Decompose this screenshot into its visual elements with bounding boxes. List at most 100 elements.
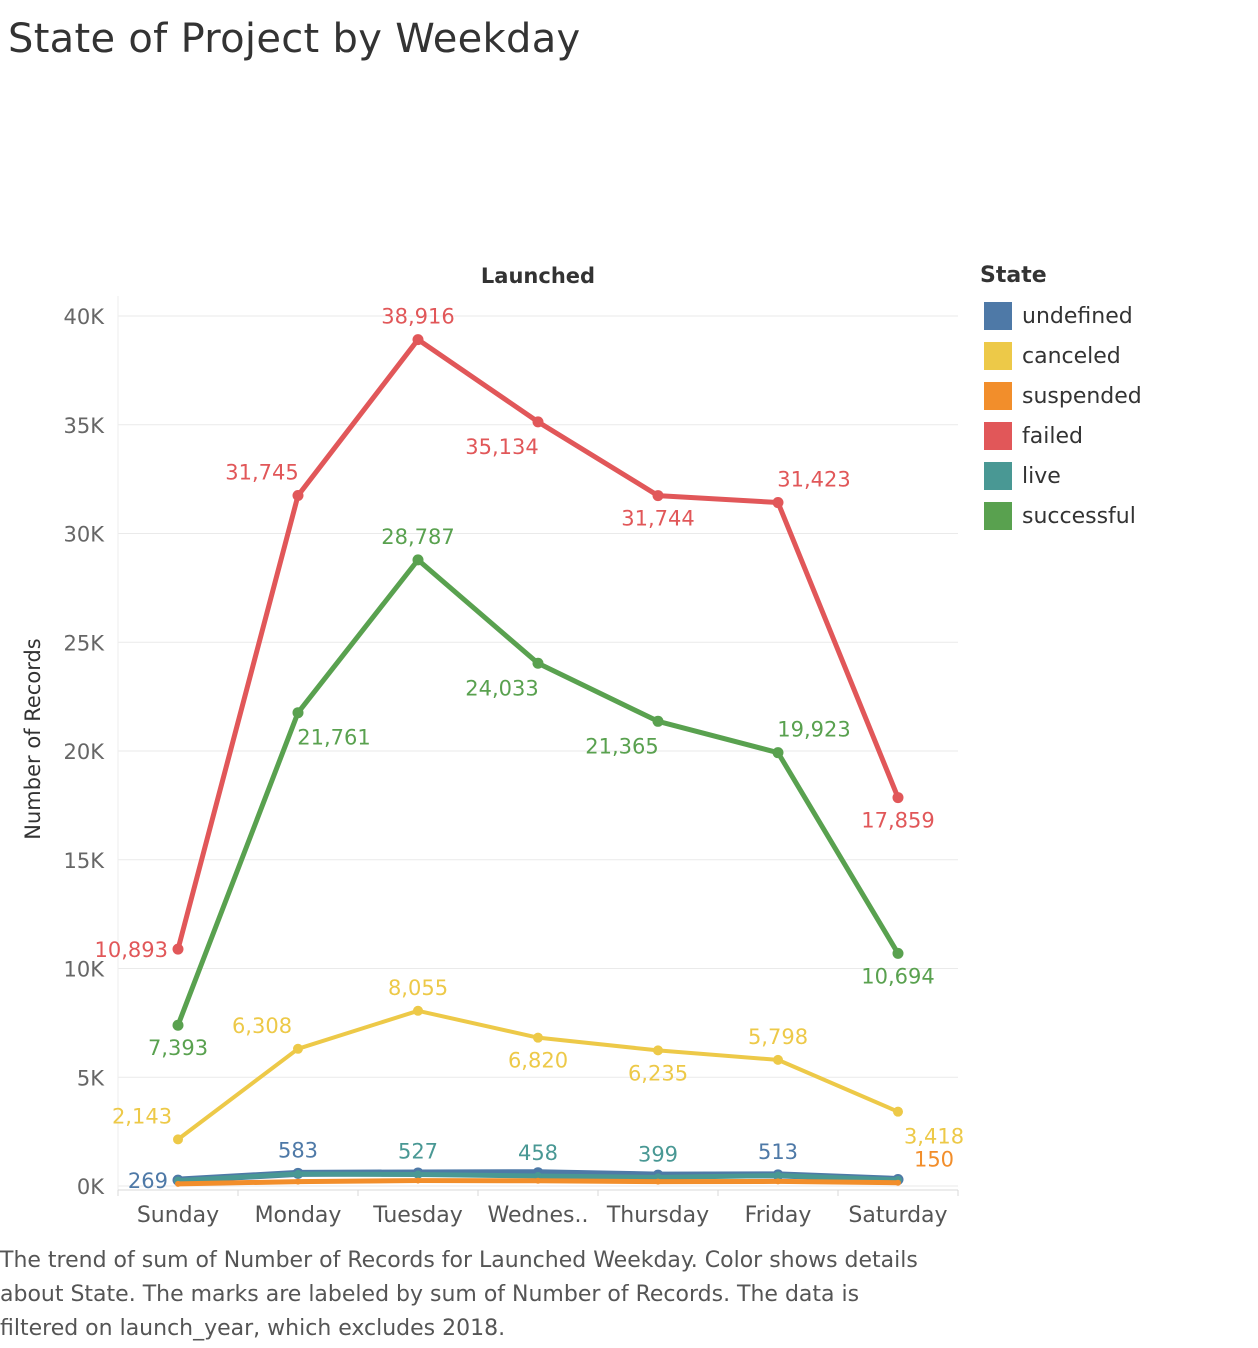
point-canceled-6 xyxy=(893,1106,903,1117)
point-canceled-3 xyxy=(533,1032,543,1043)
point-failed-0 xyxy=(172,943,184,955)
point-failed-6 xyxy=(892,792,904,804)
point-suspended-5 xyxy=(775,1178,781,1185)
x-tick-label-3: Wednes.. xyxy=(488,1203,589,1228)
legend-swatch-undefined xyxy=(984,302,1012,330)
legend-label-live: live xyxy=(1022,463,1061,489)
data-labels: 10,893 31,745 38,916 35,134 31,744 31,423 17,8… xyxy=(95,305,965,1194)
series-failed xyxy=(172,334,904,955)
series-successful xyxy=(172,554,904,1031)
point-canceled-5 xyxy=(773,1054,783,1065)
data-label-undefined-5: 513 xyxy=(758,1140,798,1164)
data-label-failed-2: 38,916 xyxy=(381,305,454,329)
series-suspended xyxy=(175,1177,901,1187)
point-suspended-2 xyxy=(415,1177,421,1184)
y-tick-label-4: 20K xyxy=(64,740,106,764)
point-suspended-4 xyxy=(655,1178,661,1185)
data-label-canceled-2: 8,055 xyxy=(388,976,448,1000)
data-label-successful-6: 10,694 xyxy=(861,964,934,988)
legend-label-successful: successful xyxy=(1022,503,1136,529)
y-tick-label-3: 15K xyxy=(64,849,106,873)
grid-lines xyxy=(118,315,958,1187)
data-label-live-2: 527 xyxy=(398,1140,438,1164)
point-suspended-0 xyxy=(175,1180,181,1187)
point-failed-1 xyxy=(292,490,304,502)
point-suspended-1 xyxy=(295,1178,301,1185)
data-label-failed-1: 31,745 xyxy=(225,461,298,485)
point-successful-0 xyxy=(172,1019,184,1031)
data-label-successful-5: 19,923 xyxy=(777,718,850,742)
data-label-canceled-4: 6,235 xyxy=(628,1061,688,1085)
legend-item-undefined[interactable]: undefined xyxy=(980,296,1250,336)
point-live-3 xyxy=(534,1172,542,1181)
legend-swatch-live xyxy=(984,462,1012,490)
data-label-failed-3: 35,134 xyxy=(465,435,538,459)
y-tick-label-7: 35K xyxy=(64,414,106,438)
legend-item-suspended[interactable]: suspended xyxy=(980,376,1250,416)
data-label-failed-0: 10,893 xyxy=(95,938,168,962)
point-successful-2 xyxy=(412,554,424,566)
legend-label-canceled: canceled xyxy=(1022,343,1121,369)
legend-label-failed: failed xyxy=(1022,423,1083,449)
x-tick-label-1: Monday xyxy=(255,1203,342,1228)
point-successful-4 xyxy=(652,715,664,727)
y-tick-label-5: 25K xyxy=(64,631,106,655)
x-tick-label-4: Thursday xyxy=(606,1203,709,1228)
page-title: State of Project by Weekday xyxy=(8,16,581,62)
legend-item-live[interactable]: live xyxy=(980,456,1250,496)
data-label-suspended-6: 150 xyxy=(914,1148,954,1172)
point-failed-4 xyxy=(652,490,664,502)
y-tick-label-0: 0K xyxy=(77,1175,105,1199)
point-failed-2 xyxy=(412,334,424,346)
y-tick-label-2: 10K xyxy=(64,958,106,982)
point-canceled-2 xyxy=(413,1005,423,1016)
data-label-live-3: 458 xyxy=(518,1141,558,1165)
y-tick-label-1: 5K xyxy=(77,1066,105,1090)
legend-swatch-canceled xyxy=(984,342,1012,370)
data-label-successful-3: 24,033 xyxy=(465,676,538,700)
point-live-5 xyxy=(774,1171,782,1180)
x-tick-label-5: Friday xyxy=(745,1203,812,1228)
data-label-canceled-6: 3,418 xyxy=(904,1125,964,1149)
caption-line-3: filtered on launch_year, which excludes … xyxy=(0,1316,506,1341)
legend-swatch-suspended xyxy=(984,382,1012,410)
legend-label-undefined: undefined xyxy=(1022,303,1133,329)
legend-title: State xyxy=(980,263,1047,288)
chart-caption: The trend of sum of Number of Records fo… xyxy=(0,1244,960,1346)
x-tick-label-0: Sunday xyxy=(137,1203,219,1228)
legend-swatch-successful xyxy=(984,502,1012,530)
point-successful-3 xyxy=(532,657,544,669)
data-label-canceled-3: 6,820 xyxy=(508,1049,568,1073)
x-tick-label-2: Tuesday xyxy=(372,1203,463,1228)
data-label-undefined-0: 269 xyxy=(128,1169,168,1193)
legend-label-suspended: suspended xyxy=(1022,383,1142,409)
legend-item-successful[interactable]: successful xyxy=(980,496,1250,536)
caption-line-2: about State. The marks are labeled by su… xyxy=(0,1282,860,1307)
legend: State undefined canceled suspended faile… xyxy=(980,262,1250,536)
point-failed-5 xyxy=(772,497,784,509)
data-label-successful-4: 21,365 xyxy=(585,734,658,758)
caption-line-1: The trend of sum of Number of Records fo… xyxy=(0,1248,918,1273)
point-canceled-4 xyxy=(653,1045,663,1056)
series-line-successful xyxy=(175,557,901,1028)
point-successful-6 xyxy=(892,947,904,959)
point-suspended-3 xyxy=(535,1177,541,1184)
legend-swatch-failed xyxy=(984,422,1012,450)
data-label-canceled-0: 2,143 xyxy=(112,1104,172,1128)
x-tick-label-6: Saturday xyxy=(848,1203,947,1228)
data-label-canceled-1: 6,308 xyxy=(232,1014,292,1038)
data-label-undefined-1: 583 xyxy=(278,1138,318,1162)
point-canceled-0 xyxy=(173,1134,183,1145)
point-live-1 xyxy=(294,1170,302,1179)
data-label-failed-6: 17,859 xyxy=(861,809,934,833)
y-tick-label-6: 30K xyxy=(64,523,106,547)
point-live-2 xyxy=(414,1170,422,1179)
y-axis-label: Number of Records xyxy=(21,638,45,839)
point-canceled-1 xyxy=(293,1043,303,1054)
legend-item-failed[interactable]: failed xyxy=(980,416,1250,456)
data-label-live-4: 399 xyxy=(638,1142,678,1166)
legend-item-canceled[interactable]: canceled xyxy=(980,336,1250,376)
point-successful-1 xyxy=(292,707,304,719)
y-tick-label-8: 40K xyxy=(64,305,106,329)
